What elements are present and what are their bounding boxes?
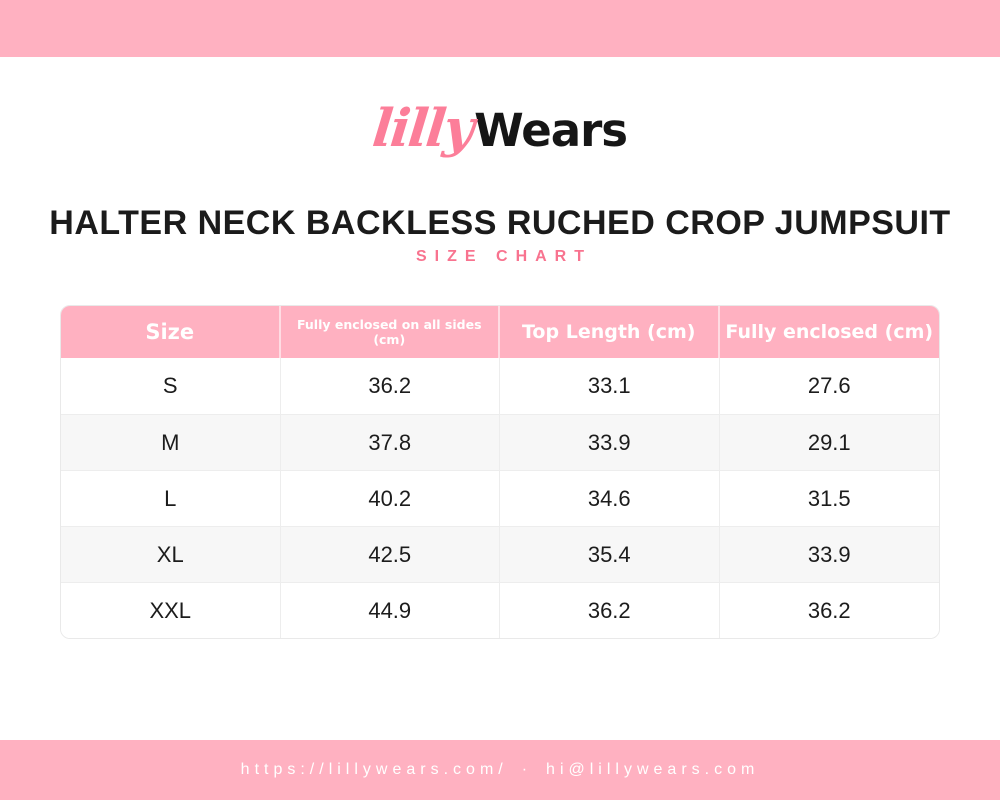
size-chart-label: SIZE CHART <box>416 248 592 265</box>
table-row-l: L 40.2 34.6 31.5 <box>61 470 939 526</box>
value-cell: 44.9 <box>280 582 500 638</box>
table-body: S 36.2 33.1 27.6 M 37.8 33.9 29.1 L 40.2… <box>61 358 939 638</box>
value-cell: 34.6 <box>500 470 720 526</box>
value-cell: 36.2 <box>500 582 720 638</box>
table-header-row: Size Fully enclosed on all sides (cm) To… <box>61 306 939 358</box>
size-chart-table: Size Fully enclosed on all sides (cm) To… <box>61 306 939 638</box>
column-header-fully-enclosed: Fully enclosed (cm) <box>719 306 939 358</box>
table-row-m: M 37.8 33.9 29.1 <box>61 414 939 470</box>
size-cell: S <box>61 358 281 414</box>
table-header: Size Fully enclosed on all sides (cm) To… <box>61 306 939 358</box>
column-header-top-length: Top Length (cm) <box>500 306 720 358</box>
brand-logo-script-text: lilly <box>369 98 476 159</box>
value-cell: 33.9 <box>719 526 939 582</box>
value-cell: 27.6 <box>719 358 939 414</box>
size-cell: L <box>61 470 281 526</box>
column-header-size: Size <box>61 306 281 358</box>
value-cell: 33.1 <box>500 358 720 414</box>
product-title: HALTER NECK BACKLESS RUCHED CROP JUMPSUI… <box>49 204 951 242</box>
footer-banner: https://lillywears.com/ · hi@lillywears.co… <box>0 740 1000 800</box>
table-row-s: S 36.2 33.1 27.6 <box>61 358 939 414</box>
value-cell: 42.5 <box>280 526 500 582</box>
value-cell: 35.4 <box>500 526 720 582</box>
column-header-fully-enclosed-all-sides: Fully enclosed on all sides (cm) <box>280 306 500 358</box>
table-row-xl: XL 42.5 35.4 33.9 <box>61 526 939 582</box>
value-cell: 33.9 <box>500 414 720 470</box>
value-cell: 36.2 <box>280 358 500 414</box>
size-cell: XL <box>61 526 281 582</box>
brand-logo: lillyWears <box>0 98 1000 159</box>
brand-logo-bold-text: Wears <box>474 104 628 157</box>
footer-separator-dot: · <box>521 761 533 778</box>
value-cell: 31.5 <box>719 470 939 526</box>
footer-contact-line: https://lillywears.com/ · hi@lillywears.co… <box>241 761 760 779</box>
value-cell: 36.2 <box>719 582 939 638</box>
top-banner <box>0 0 1000 57</box>
size-chart-table-container: Size Fully enclosed on all sides (cm) To… <box>60 305 940 639</box>
value-cell: 29.1 <box>719 414 939 470</box>
size-cell: M <box>61 414 281 470</box>
value-cell: 37.8 <box>280 414 500 470</box>
value-cell: 40.2 <box>280 470 500 526</box>
table-row-xxl: XXL 44.9 36.2 36.2 <box>61 582 939 638</box>
footer-email: hi@lillywears.com <box>546 761 760 778</box>
size-cell: XXL <box>61 582 281 638</box>
footer-website-url: https://lillywears.com/ <box>240 761 508 778</box>
